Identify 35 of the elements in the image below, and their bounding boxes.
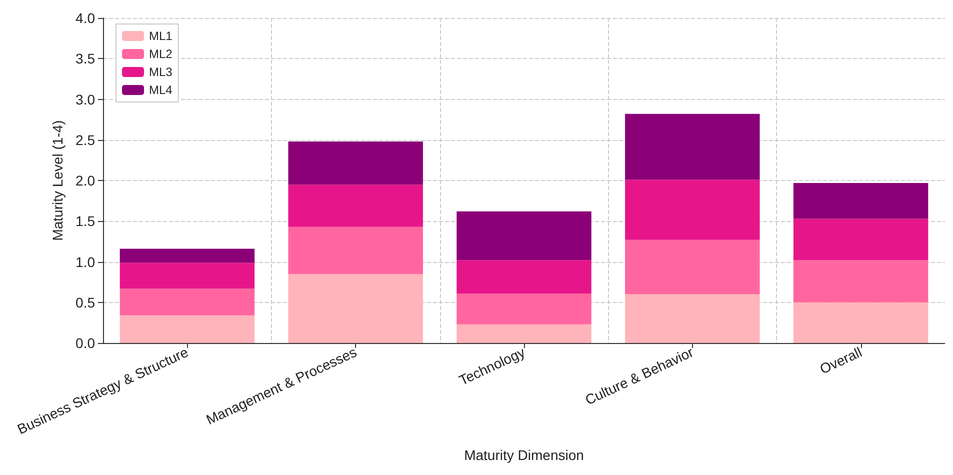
y-tick-label: 0.5 — [76, 294, 96, 310]
legend-label: ML4 — [149, 83, 173, 97]
legend-label: ML2 — [149, 47, 173, 61]
bar — [288, 142, 423, 185]
y-tick-label: 1.0 — [76, 254, 96, 270]
y-tick-label: 0.0 — [76, 335, 96, 351]
bar — [120, 288, 255, 316]
bar — [625, 180, 760, 240]
bar — [456, 260, 592, 294]
bar — [288, 274, 423, 343]
bar — [625, 114, 760, 180]
x-axis-title: Maturity Dimension — [464, 447, 584, 463]
bar — [456, 211, 592, 260]
y-tick-label: 1.5 — [76, 213, 96, 230]
y-tick-label: 3.5 — [76, 50, 96, 67]
y-tick-label: 2.5 — [76, 132, 96, 148]
bar — [793, 182, 928, 219]
legend-label: ML1 — [149, 29, 173, 43]
y-tick-label: 3.0 — [76, 91, 96, 108]
y-tick-label: 2.0 — [76, 172, 96, 188]
bar — [793, 218, 928, 260]
bar — [120, 315, 255, 343]
bar — [456, 293, 592, 324]
bar — [456, 324, 592, 343]
y-tick-label: 4.0 — [76, 10, 96, 26]
bar — [120, 248, 255, 263]
bar — [793, 302, 928, 343]
y-axis-title: Maturity Level (1-4) — [50, 120, 66, 241]
bar — [288, 184, 423, 227]
bar — [625, 294, 760, 343]
bar — [625, 240, 760, 294]
legend-label: ML3 — [149, 65, 173, 79]
bar — [288, 226, 423, 274]
bar — [793, 260, 928, 302]
bar — [120, 262, 255, 289]
